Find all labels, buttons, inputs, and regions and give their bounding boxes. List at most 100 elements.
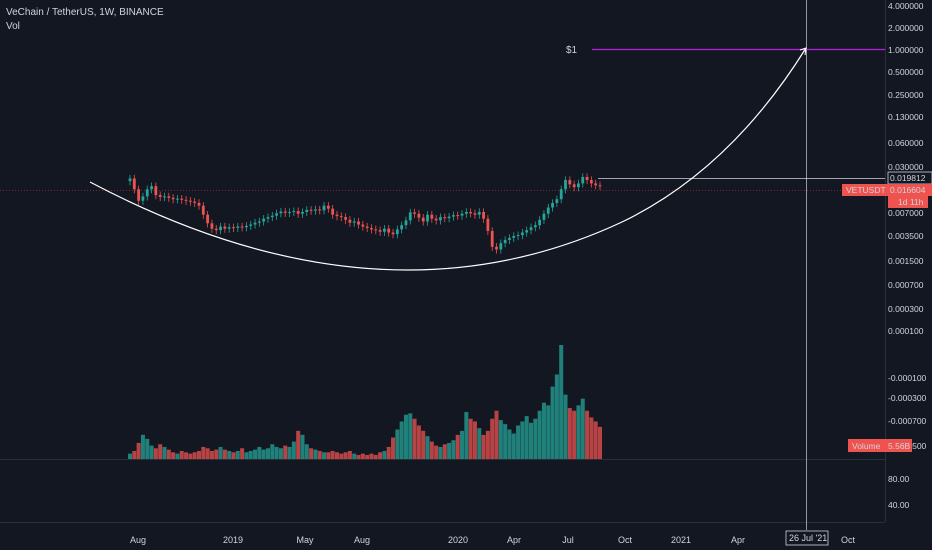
time-axis-label: Apr — [731, 535, 745, 545]
price-axis-label: 0.003500 — [888, 231, 924, 241]
candle-body — [378, 230, 382, 232]
candle-body — [577, 183, 580, 188]
cup-arc-curve[interactable] — [89, 47, 807, 271]
volume-bar — [291, 441, 296, 459]
time-axis-label: 2019 — [223, 535, 243, 545]
volume-bar — [235, 450, 240, 459]
price-axis-label: 4.000000 — [888, 1, 924, 11]
candle-body — [564, 180, 567, 190]
candle-body — [292, 211, 296, 213]
candle-body — [439, 217, 442, 221]
candle-body — [339, 216, 343, 218]
price-axis-label: -0.000100 — [888, 373, 927, 383]
candle-body — [538, 219, 542, 226]
time-axis-label: May — [296, 535, 314, 545]
candle-body — [141, 196, 145, 201]
volume-bar — [179, 450, 184, 459]
volume-bar — [369, 453, 374, 459]
candle-body — [314, 209, 317, 211]
last-price-tag — [842, 184, 932, 196]
time-axis[interactable]: Aug 2019 May Aug 2020 Apr Jul Oct 2021 Apr Oct — [130, 535, 856, 545]
candle-body — [542, 213, 546, 220]
volume-bar — [196, 450, 201, 459]
volume-bar — [153, 448, 158, 459]
candle-body — [456, 215, 460, 217]
indicator-name[interactable]: Vol — [6, 21, 20, 32]
volume-bar — [412, 418, 417, 459]
volume-bar — [485, 430, 490, 459]
volume-bar — [529, 422, 534, 459]
symbol-tag-text: VETUSDT — [846, 185, 886, 195]
candles-group — [128, 173, 602, 254]
candle-body — [206, 214, 210, 224]
candle-body — [232, 227, 235, 229]
candle-body — [581, 176, 585, 184]
candle-body — [594, 183, 598, 186]
price-axis-label: -0.000300 — [888, 393, 927, 403]
candle-body — [184, 199, 188, 201]
candle-body — [598, 185, 602, 187]
symbol-title[interactable]: VeChain / TetherUS, 1W, BINANCE — [6, 7, 164, 18]
candle-body — [525, 230, 529, 233]
price-axis[interactable]: 4.000000 2.000000 1.000000 0.500000 0.250000… — [888, 1, 927, 451]
volume-bar — [240, 448, 245, 459]
candle-body — [512, 236, 516, 238]
candle-body — [395, 229, 399, 235]
volume-bar — [451, 440, 456, 459]
candle-body — [176, 198, 179, 200]
volume-bar — [524, 416, 529, 459]
candle-body — [163, 196, 166, 198]
candle-body — [417, 213, 421, 218]
candle-body — [262, 218, 266, 222]
candle-body — [210, 223, 214, 229]
candle-body — [374, 229, 378, 231]
volume-bar — [326, 452, 331, 459]
volume-bar — [339, 453, 344, 459]
last-price-text: 0.016604 — [890, 185, 926, 195]
volume-bar — [391, 437, 396, 459]
candle-body — [301, 211, 304, 214]
candle-body — [344, 217, 347, 220]
candle-body — [145, 189, 149, 197]
candle-body — [421, 217, 425, 222]
candle-body — [223, 226, 227, 229]
volume-bar — [520, 421, 525, 459]
volume-bar — [580, 398, 585, 459]
candle-body — [400, 225, 404, 230]
candle-body — [460, 213, 464, 216]
volume-bar — [175, 453, 180, 459]
candle-body — [167, 196, 171, 198]
candle-body — [555, 199, 559, 203]
candle-body — [387, 228, 391, 233]
volume-bar — [360, 453, 365, 459]
candle-body — [188, 200, 192, 202]
candle-body — [249, 224, 253, 226]
candle-body — [546, 207, 550, 214]
candle-body — [335, 214, 339, 217]
volume-bar — [434, 445, 439, 459]
candle-body — [253, 222, 257, 225]
volume-bar — [261, 449, 266, 459]
candle-body — [529, 227, 533, 231]
volume-bar — [572, 410, 577, 459]
volume-bar — [378, 452, 383, 459]
candle-body — [288, 211, 291, 213]
time-axis-label: 2020 — [448, 535, 468, 545]
candle-body — [589, 180, 593, 184]
volume-bar — [537, 410, 542, 459]
volume-bar — [567, 408, 572, 459]
volume-tag-label: Volume — [852, 441, 881, 451]
price-axis-label: 0.000100 — [888, 326, 924, 336]
candle-body — [391, 232, 395, 235]
countdown-text: 1d 11h — [898, 197, 924, 207]
candle-body — [486, 218, 490, 231]
candle-body — [283, 211, 287, 213]
candle-body — [520, 232, 524, 236]
volume-bar — [442, 444, 447, 459]
volume-bar — [593, 421, 598, 459]
candle-body — [370, 227, 373, 230]
candle-body — [137, 189, 141, 201]
volume-bar — [395, 429, 400, 459]
